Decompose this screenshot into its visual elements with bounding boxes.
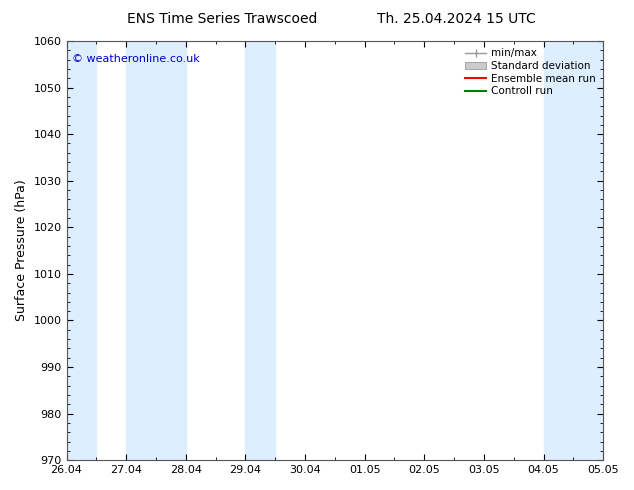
Bar — [126, 41, 186, 460]
Y-axis label: Surface Pressure (hPa): Surface Pressure (hPa) — [15, 180, 28, 321]
Text: ENS Time Series Trawscoed: ENS Time Series Trawscoed — [127, 12, 317, 26]
Bar — [67, 41, 96, 460]
Bar — [543, 41, 603, 460]
Bar — [603, 41, 633, 460]
Text: © weatheronline.co.uk: © weatheronline.co.uk — [72, 53, 200, 64]
Legend: min/max, Standard deviation, Ensemble mean run, Controll run: min/max, Standard deviation, Ensemble me… — [463, 46, 598, 98]
Text: Th. 25.04.2024 15 UTC: Th. 25.04.2024 15 UTC — [377, 12, 536, 26]
Bar — [245, 41, 275, 460]
